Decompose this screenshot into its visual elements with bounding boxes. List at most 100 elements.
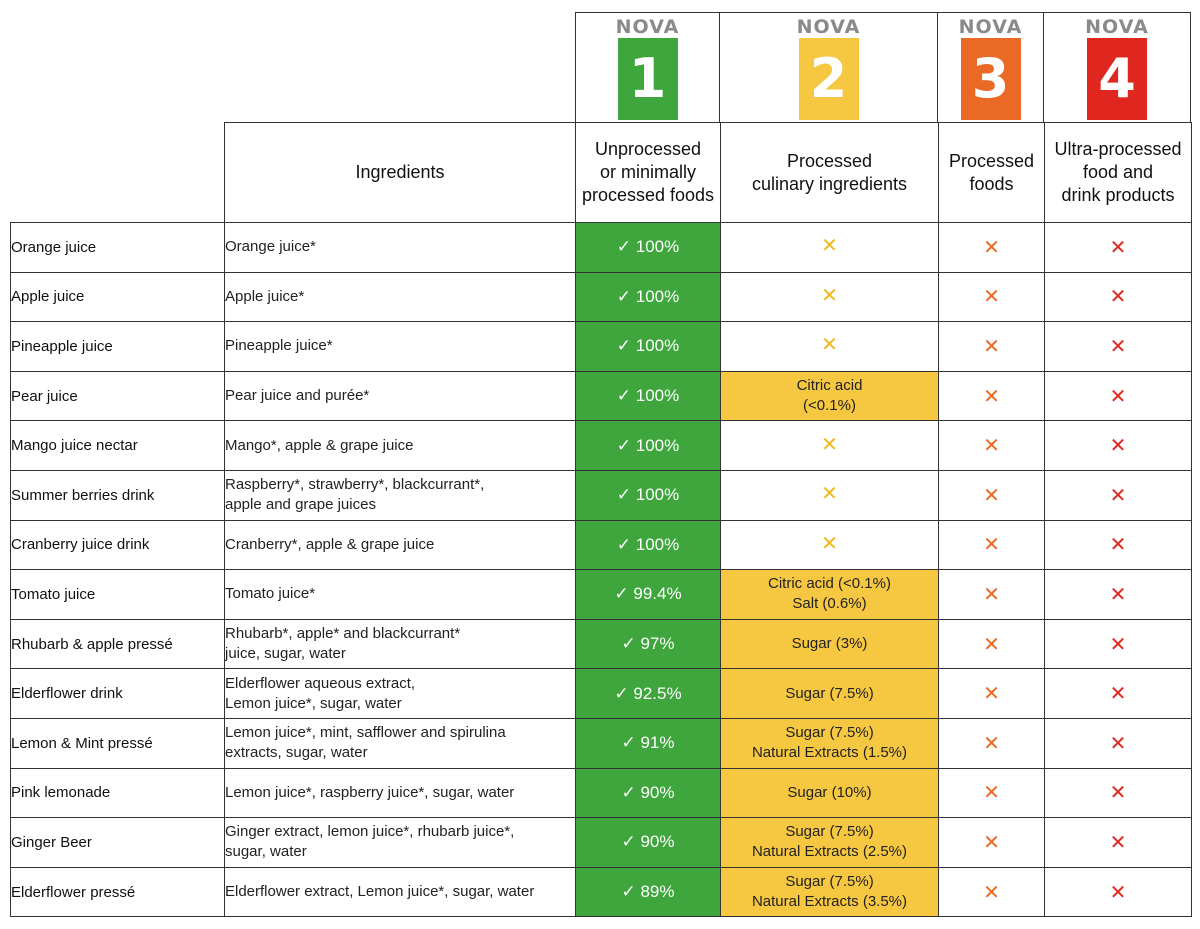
- nova-4-cell: ✕: [1044, 668, 1192, 719]
- nova-4-title: Ultra-processed food and drink products: [1044, 122, 1192, 223]
- table-row: Pear juice Pear juice and purée* ✓ 100% Cit…: [10, 370, 1192, 422]
- cross-icon: ✕: [983, 335, 1000, 358]
- nova-3-badge: 3: [960, 38, 1021, 120]
- nova-4-badge: 4: [1087, 38, 1147, 120]
- ingredients-header: Ingredients: [224, 122, 576, 223]
- product-name: Tomato juice: [10, 569, 225, 620]
- nova-2-header: NOVA 2: [719, 12, 938, 122]
- cross-icon: ✕: [1109, 782, 1127, 805]
- nova-2-line: (<0.1%): [803, 397, 856, 415]
- ingredients-line: Tomato juice*: [225, 585, 316, 603]
- table-row: Apple juice Apple juice* ✓ 100% ✕ ✕ ✕: [10, 271, 1192, 323]
- nova-2-cell: ✕: [720, 321, 939, 372]
- cross-icon: ✕: [983, 831, 1000, 854]
- nova-4-header: NOVA 4: [1043, 12, 1191, 122]
- table-row: Elderflower pressé Elderflower extract, L…: [10, 866, 1192, 918]
- nova-1-label: NOVA: [615, 16, 680, 38]
- cross-icon: ✕: [821, 532, 838, 555]
- ingredients-cell: Pineapple juice*: [224, 321, 576, 372]
- ingredients-line: Lemon juice*, sugar, water: [225, 694, 402, 712]
- cross-icon: ✕: [983, 534, 1000, 557]
- ingredients-line: Elderflower aqueous extract,: [225, 674, 416, 692]
- nova-3-cell: ✕: [938, 420, 1045, 471]
- cross-icon: ✕: [1109, 683, 1127, 706]
- nova-1-percentage: ✓ 90%: [575, 767, 721, 819]
- ingredients-cell: Lemon juice*, mint, safflower and spirul…: [224, 717, 576, 769]
- nova-3-cell: ✕: [938, 271, 1045, 323]
- nova-1-percentage: ✓ 90%: [575, 817, 721, 868]
- nova-2-cell: ✕: [720, 420, 939, 471]
- nova-4-cell: ✕: [1044, 370, 1192, 422]
- nova-1-percentage: ✓ 97%: [575, 618, 721, 670]
- nova-2-cell: ✕: [720, 222, 939, 273]
- ingredients-cell: Lemon juice*, raspberry juice*, sugar, w…: [224, 767, 576, 819]
- ingredients-cell: Pear juice and purée*: [224, 370, 576, 422]
- nova-2-line: Citric acid (<0.1%): [768, 575, 891, 593]
- nova-4-cell: ✕: [1044, 321, 1192, 372]
- table-row: Mango juice nectar Mango*, apple & grape …: [10, 420, 1192, 471]
- cross-icon: ✕: [983, 782, 1000, 805]
- nova-3-cell: ✕: [938, 668, 1045, 719]
- nova-2-cell: ✕: [720, 519, 939, 571]
- table-row: Tomato juice Tomato juice* ✓ 99.4% Citric a…: [10, 569, 1192, 620]
- nova-3-cell: ✕: [938, 370, 1045, 422]
- cross-icon: ✕: [1109, 335, 1127, 358]
- product-name: Ginger Beer: [10, 817, 225, 868]
- nova-1-title-line: or minimally: [599, 162, 696, 182]
- ingredients-cell: Tomato juice*: [224, 569, 576, 620]
- nova-1-percentage: ✓ 100%: [575, 222, 721, 273]
- nova-classification-table: Ingredients Unprocessed or minimally pro…: [10, 122, 1192, 918]
- nova-2-cell: Sugar (10%): [720, 767, 939, 819]
- nova-1-percentage: ✓ 99.4%: [575, 569, 721, 620]
- ingredients-cell: Mango*, apple & grape juice: [224, 420, 576, 471]
- nova-3-cell: ✕: [938, 321, 1045, 372]
- cross-icon: ✕: [1109, 831, 1127, 854]
- cross-icon: ✕: [821, 284, 838, 307]
- nova-2-cell: Sugar (7.5%) Natural Extracts (3.5%): [720, 866, 939, 918]
- cross-icon: ✕: [1109, 881, 1127, 904]
- table-row: Cranberry juice drink Cranberry*, apple &…: [10, 519, 1192, 571]
- nova-4-cell: ✕: [1044, 519, 1192, 571]
- nova-4-cell: ✕: [1044, 817, 1192, 868]
- product-name: Pineapple juice: [10, 321, 225, 372]
- cross-icon: ✕: [983, 683, 1000, 706]
- nova-3-cell: ✕: [938, 569, 1045, 620]
- nova-2-line: Natural Extracts (3.5%): [751, 893, 908, 911]
- nova-2-line: Sugar (7.5%): [785, 823, 874, 841]
- ingredients-cell: Orange juice*: [224, 222, 576, 273]
- cross-icon: ✕: [983, 236, 1000, 259]
- nova-2-title-line: Processed: [786, 150, 873, 171]
- nova-4-title-line: Ultra-processed: [1054, 139, 1182, 159]
- nova-2-line: Sugar (7.5%): [785, 724, 874, 742]
- nova-1-header: NOVA 1: [575, 12, 720, 122]
- nova-1-badge: 1: [617, 38, 678, 120]
- ingredients-line: extracts, sugar, water: [225, 744, 368, 762]
- product-name: Elderflower drink: [10, 668, 225, 719]
- nova-3-label: NOVA: [958, 16, 1023, 38]
- nova-2-line: Natural Extracts (2.5%): [751, 843, 908, 861]
- cross-icon: ✕: [983, 732, 1000, 755]
- ingredients-line: apple and grape juices: [225, 496, 376, 514]
- nova-4-cell: ✕: [1044, 271, 1192, 323]
- nova-2-badge: 2: [798, 38, 859, 120]
- cross-icon: ✕: [1109, 286, 1127, 309]
- cross-icon: ✕: [1109, 732, 1127, 755]
- product-name: Elderflower pressé: [10, 866, 225, 918]
- cross-icon: ✕: [821, 433, 838, 456]
- nova-4-cell: ✕: [1044, 717, 1192, 769]
- ingredients-cell: Cranberry*, apple & grape juice: [224, 519, 576, 571]
- nova-4-cell: ✕: [1044, 569, 1192, 620]
- nova-2-line: Sugar (7.5%): [785, 684, 874, 702]
- nova-3-cell: ✕: [938, 469, 1045, 521]
- corner-blank: [11, 123, 225, 223]
- nova-4-cell: ✕: [1044, 222, 1192, 273]
- nova-2-cell: ✕: [720, 271, 939, 323]
- nova-4-title-line: food and: [1082, 162, 1154, 182]
- nova-1-percentage: ✓ 100%: [575, 519, 721, 571]
- nova-2-title-line: culinary ingredients: [751, 173, 908, 194]
- cross-icon: ✕: [1109, 385, 1127, 408]
- ingredients-line: Pear juice and purée*: [225, 387, 370, 405]
- nova-4-label: NOVA: [1085, 16, 1149, 38]
- nova-2-line: Natural Extracts (1.5%): [751, 744, 908, 762]
- nova-4-cell: ✕: [1044, 469, 1192, 521]
